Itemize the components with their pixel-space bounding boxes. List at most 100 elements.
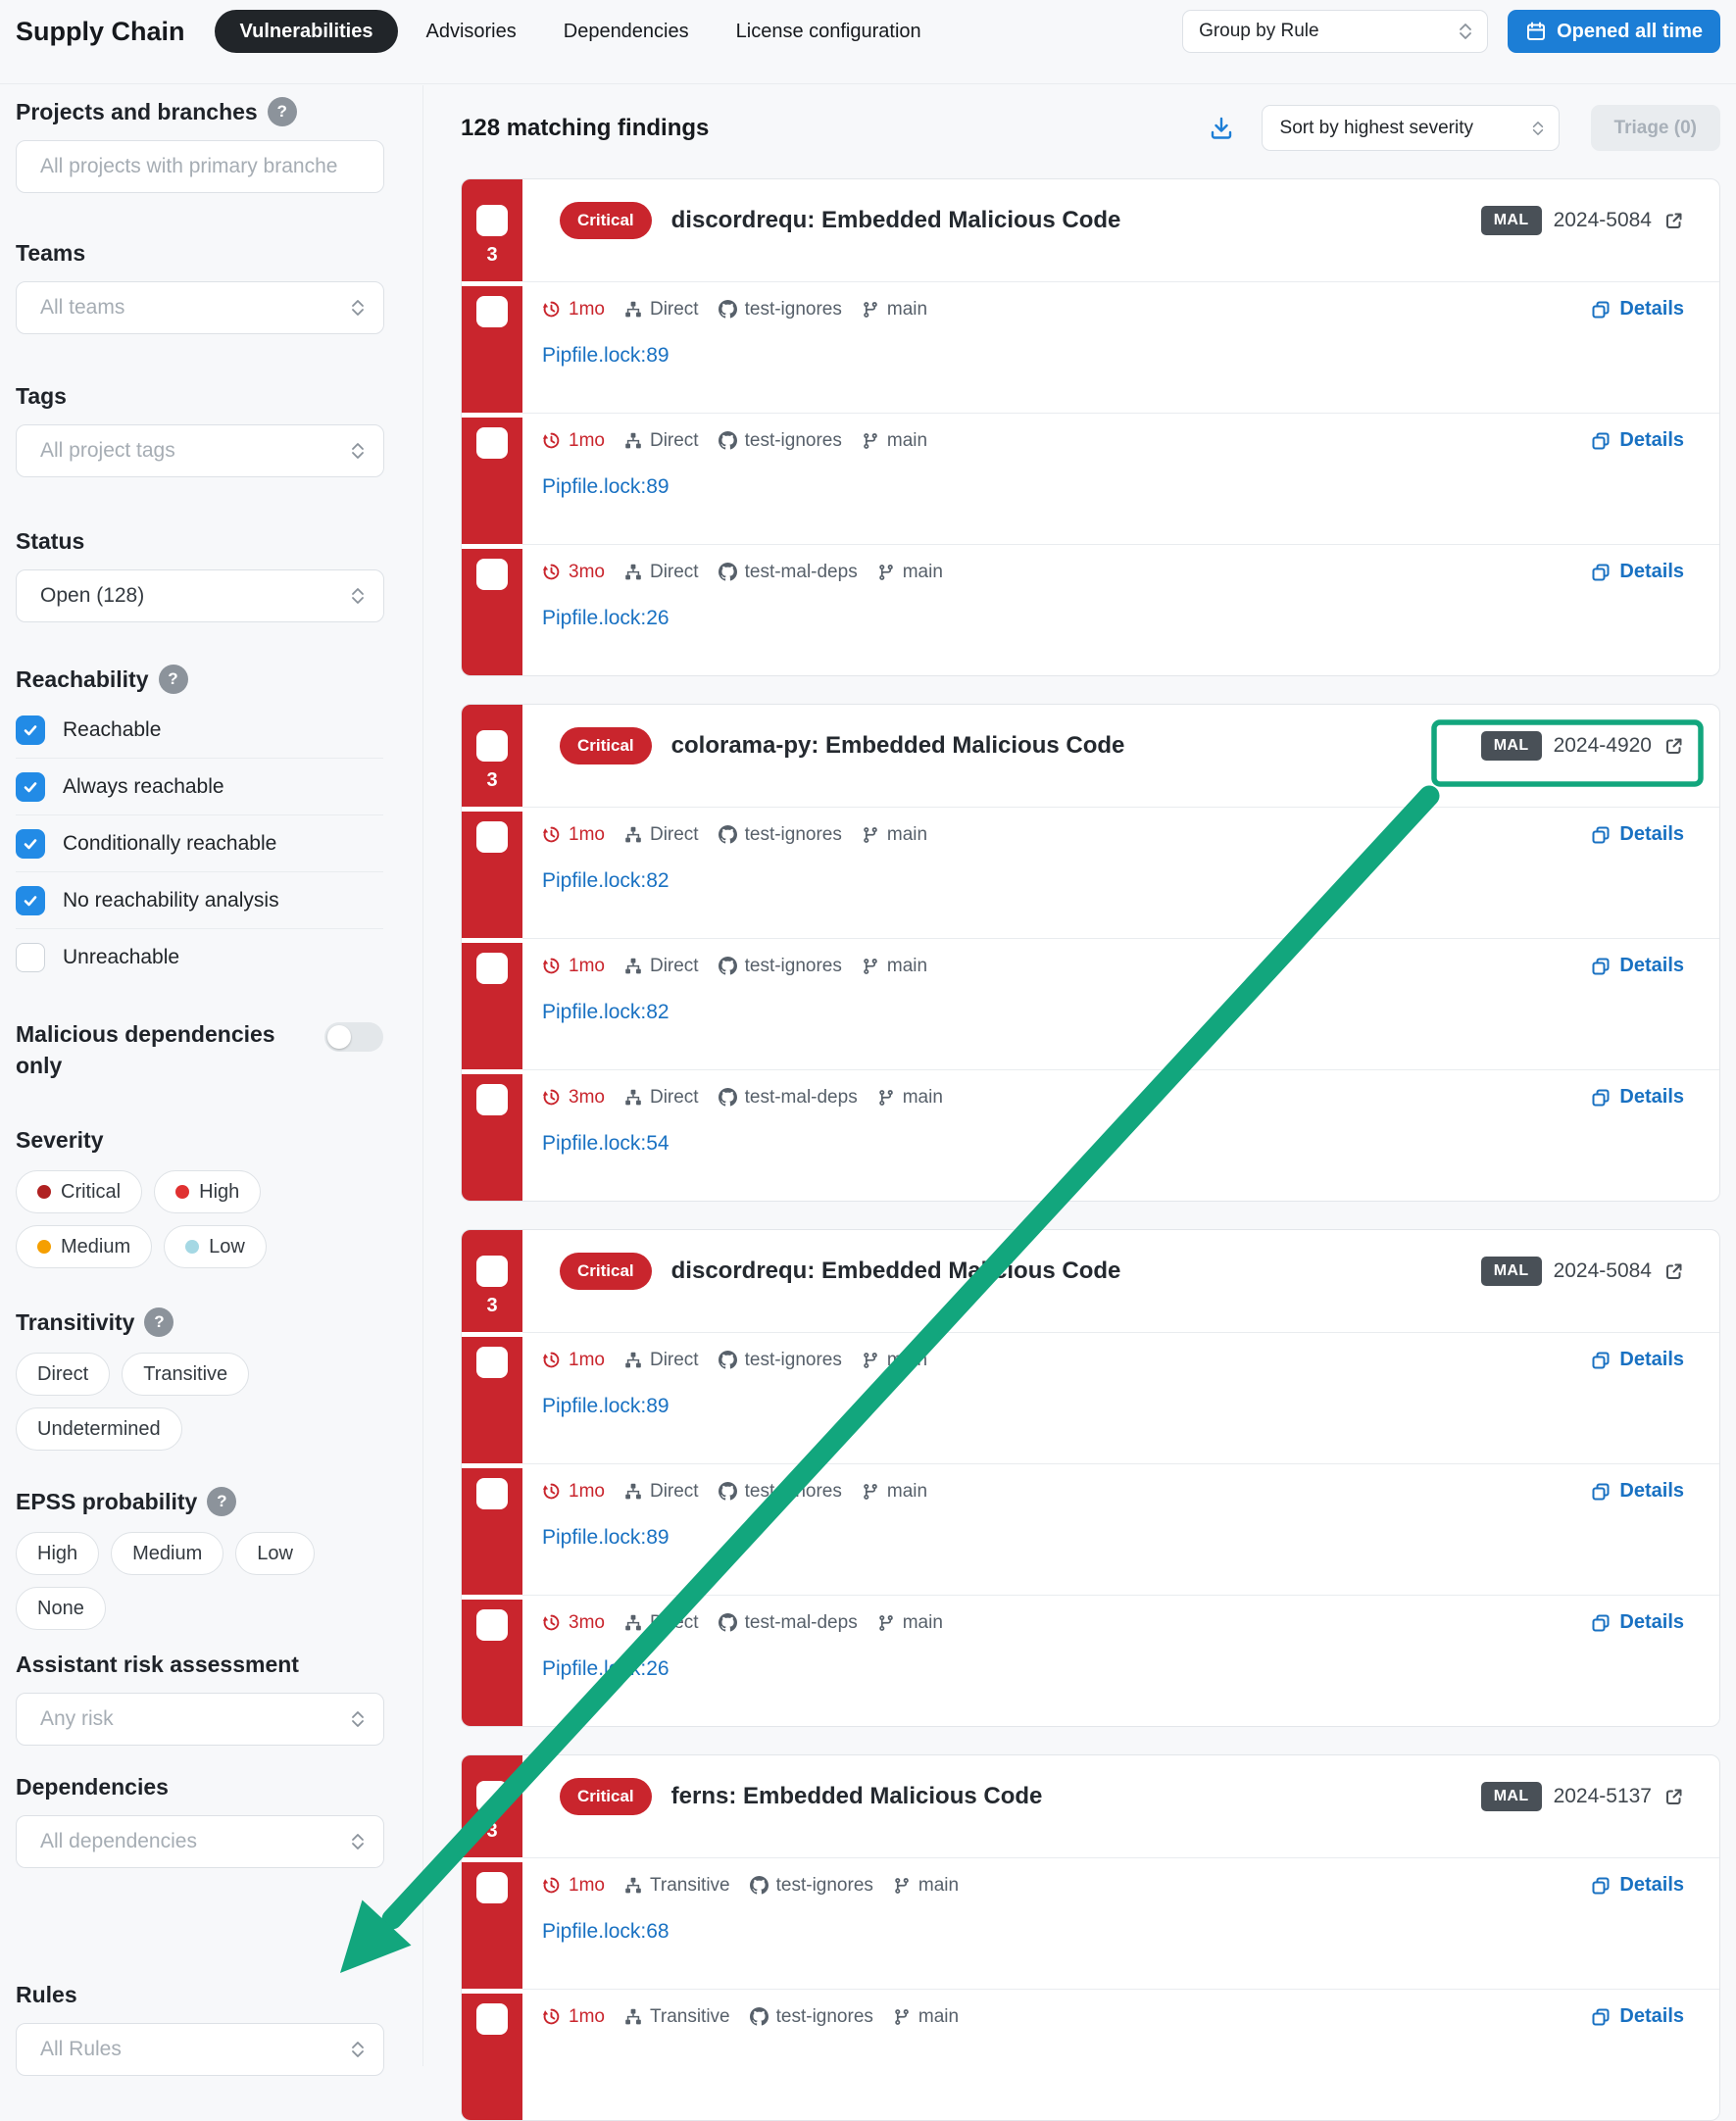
- external-link-icon[interactable]: [1663, 1787, 1684, 1807]
- details-link[interactable]: Details: [1591, 955, 1684, 977]
- file-link[interactable]: Pipfile.lock:89: [542, 1395, 670, 1417]
- details-link[interactable]: Details: [1591, 561, 1684, 583]
- checkbox-row-unreachable[interactable]: Unreachable: [16, 929, 383, 985]
- dependencies-heading: Dependencies: [16, 1774, 169, 1800]
- checkbox-row-conditionally-reachable[interactable]: Conditionally reachable: [16, 815, 383, 872]
- assistant-risk-select[interactable]: Any risk: [16, 1693, 384, 1746]
- details-link[interactable]: Details: [1591, 1874, 1684, 1897]
- chip-epss-low[interactable]: Low: [235, 1532, 315, 1575]
- chip-epss-high[interactable]: High: [16, 1532, 100, 1575]
- row-checkbox[interactable]: [476, 953, 508, 984]
- help-icon[interactable]: ?: [207, 1487, 237, 1516]
- file-link[interactable]: Pipfile.lock:54: [542, 1132, 670, 1155]
- triage-button[interactable]: Triage (0): [1590, 105, 1720, 151]
- details-link[interactable]: Details: [1591, 2005, 1684, 2028]
- details-link[interactable]: Details: [1591, 298, 1684, 321]
- checkbox-row-reachable[interactable]: Reachable: [16, 702, 383, 759]
- severity-rail: [462, 413, 522, 544]
- repo-meta: test-mal-deps: [718, 1087, 858, 1109]
- chip-label: Undetermined: [37, 1417, 161, 1440]
- status-select[interactable]: Open (128): [16, 569, 384, 622]
- dependencies-select[interactable]: All dependencies: [16, 1815, 384, 1868]
- age-label: 1mo: [569, 2005, 605, 2027]
- help-icon[interactable]: ?: [267, 97, 297, 126]
- tab-dependencies[interactable]: Dependencies: [563, 21, 689, 42]
- file-link[interactable]: Pipfile.lock:26: [542, 1657, 670, 1680]
- row-checkbox[interactable]: [476, 296, 508, 327]
- row-checkbox[interactable]: [476, 1347, 508, 1378]
- chip-undetermined[interactable]: Undetermined: [16, 1407, 182, 1451]
- details-link[interactable]: Details: [1591, 823, 1684, 846]
- opened-all-time-button[interactable]: Opened all time: [1508, 10, 1720, 53]
- chip-low[interactable]: Low: [164, 1225, 267, 1268]
- checkbox[interactable]: [16, 885, 45, 915]
- chip-high[interactable]: High: [154, 1170, 262, 1213]
- details-link[interactable]: Details: [1591, 1480, 1684, 1503]
- tab-advisories[interactable]: Advisories: [425, 21, 517, 42]
- teams-select[interactable]: All teams: [16, 281, 384, 334]
- severity-dot: [185, 1240, 200, 1254]
- row-checkbox[interactable]: [476, 2003, 508, 2035]
- details-link[interactable]: Details: [1591, 1611, 1684, 1634]
- details-link[interactable]: Details: [1591, 1349, 1684, 1371]
- chip-transitive[interactable]: Transitive: [122, 1353, 250, 1396]
- row-checkbox[interactable]: [476, 1084, 508, 1115]
- dependency-tree-icon: [624, 564, 642, 581]
- file-link[interactable]: Pipfile.lock:89: [542, 344, 670, 367]
- chip-direct[interactable]: Direct: [16, 1353, 111, 1396]
- external-link-icon[interactable]: [1663, 211, 1684, 231]
- row-checkbox[interactable]: [476, 559, 508, 590]
- tab-license-configuration[interactable]: License configuration: [735, 21, 921, 42]
- details-link[interactable]: Details: [1591, 1086, 1684, 1109]
- checkbox[interactable]: [16, 715, 45, 745]
- checkbox[interactable]: [16, 828, 45, 859]
- chip-epss-none[interactable]: None: [16, 1587, 106, 1630]
- severity-rail: 3: [462, 1755, 522, 1857]
- rules-select[interactable]: All Rules: [16, 2023, 384, 2076]
- chip-medium[interactable]: Medium: [16, 1225, 153, 1268]
- chip-critical[interactable]: Critical: [16, 1170, 143, 1213]
- branch-label: main: [902, 1086, 943, 1108]
- clock-history-icon: [542, 1088, 561, 1107]
- external-link-icon[interactable]: [1663, 736, 1684, 757]
- github-icon: [718, 563, 737, 581]
- help-icon[interactable]: ?: [144, 1307, 174, 1337]
- row-checkbox[interactable]: [476, 821, 508, 853]
- row-checkbox[interactable]: [476, 427, 508, 459]
- malicious-only-toggle[interactable]: [324, 1022, 383, 1052]
- checkbox[interactable]: [16, 771, 45, 802]
- select-all-checkbox[interactable]: [476, 205, 508, 236]
- checkbox-row-no-reachability-analysis[interactable]: No reachability analysis: [16, 872, 383, 929]
- details-link[interactable]: Details: [1591, 429, 1684, 452]
- select-all-checkbox[interactable]: [476, 730, 508, 762]
- file-link[interactable]: Pipfile.lock:89: [542, 1526, 670, 1549]
- download-button[interactable]: [1207, 114, 1236, 143]
- github-icon: [718, 431, 737, 450]
- file-link[interactable]: Pipfile.lock:89: [542, 475, 670, 498]
- file-link[interactable]: Pipfile.lock:82: [542, 1001, 670, 1023]
- row-checkbox[interactable]: [476, 1478, 508, 1509]
- select-all-checkbox[interactable]: [476, 1256, 508, 1287]
- chip-epss-medium[interactable]: Medium: [111, 1532, 224, 1575]
- row-checkbox[interactable]: [476, 1609, 508, 1641]
- sort-select[interactable]: Sort by highest severity: [1261, 105, 1560, 151]
- select-all-checkbox[interactable]: [476, 1781, 508, 1812]
- file-link[interactable]: Pipfile.lock:82: [542, 869, 670, 892]
- group-by-value: Group by Rule: [1199, 21, 1319, 41]
- repo-label: test-mal-deps: [744, 1611, 858, 1633]
- projects-input[interactable]: [16, 140, 384, 193]
- git-branch-icon: [862, 432, 879, 450]
- opened-all-time-label: Opened all time: [1557, 20, 1703, 42]
- checkbox-row-always-reachable[interactable]: Always reachable: [16, 759, 383, 815]
- checkbox[interactable]: [16, 942, 45, 972]
- clock-history-icon: [542, 1613, 561, 1632]
- external-link-icon[interactable]: [1663, 1261, 1684, 1282]
- group-by-select[interactable]: Group by Rule: [1182, 10, 1489, 53]
- tags-select[interactable]: All project tags: [16, 424, 384, 477]
- file-link[interactable]: Pipfile.lock:68: [542, 1920, 670, 1943]
- help-icon[interactable]: ?: [158, 665, 188, 694]
- chevron-updown-icon: [350, 1831, 366, 1852]
- tab-vulnerabilities[interactable]: Vulnerabilities: [214, 10, 399, 53]
- row-checkbox[interactable]: [476, 1872, 508, 1903]
- file-link[interactable]: Pipfile.lock:26: [542, 607, 670, 629]
